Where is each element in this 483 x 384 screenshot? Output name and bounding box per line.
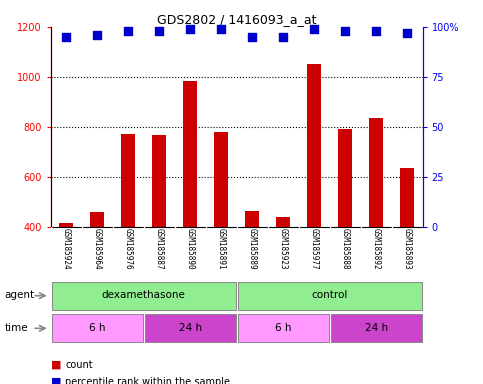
Title: GDS2802 / 1416093_a_at: GDS2802 / 1416093_a_at bbox=[157, 13, 316, 26]
Text: percentile rank within the sample: percentile rank within the sample bbox=[65, 377, 230, 384]
Text: 6 h: 6 h bbox=[275, 323, 291, 333]
Point bbox=[186, 26, 194, 32]
Bar bbox=[152, 136, 166, 227]
Bar bbox=[59, 223, 73, 227]
Bar bbox=[183, 81, 197, 227]
Bar bbox=[52, 282, 236, 310]
Text: GSM185890: GSM185890 bbox=[185, 228, 195, 270]
Bar bbox=[238, 282, 422, 310]
Point bbox=[310, 26, 318, 32]
Point bbox=[156, 28, 163, 34]
Text: dexamethasone: dexamethasone bbox=[102, 290, 185, 300]
Text: GSM185892: GSM185892 bbox=[371, 228, 381, 270]
Text: time: time bbox=[5, 323, 28, 333]
Bar bbox=[90, 212, 104, 227]
Bar bbox=[276, 217, 290, 227]
Point bbox=[248, 34, 256, 40]
Bar bbox=[330, 314, 422, 342]
Point bbox=[93, 32, 101, 38]
Bar bbox=[245, 211, 259, 227]
Point bbox=[124, 28, 132, 34]
Bar bbox=[52, 314, 143, 342]
Point bbox=[279, 34, 287, 40]
Text: 6 h: 6 h bbox=[89, 323, 105, 333]
Text: ■: ■ bbox=[51, 360, 61, 370]
Text: agent: agent bbox=[5, 290, 35, 300]
Text: 24 h: 24 h bbox=[365, 323, 388, 333]
Text: GSM185888: GSM185888 bbox=[341, 228, 350, 270]
Bar bbox=[400, 168, 414, 227]
Text: GSM185923: GSM185923 bbox=[279, 228, 288, 270]
Bar bbox=[307, 64, 321, 227]
Point bbox=[372, 28, 380, 34]
Text: count: count bbox=[65, 360, 93, 370]
Bar bbox=[238, 314, 329, 342]
Text: ■: ■ bbox=[51, 377, 61, 384]
Bar bbox=[369, 118, 383, 227]
Text: GSM185964: GSM185964 bbox=[93, 228, 102, 270]
Point bbox=[217, 26, 225, 32]
Text: 24 h: 24 h bbox=[179, 323, 202, 333]
Text: GSM185924: GSM185924 bbox=[62, 228, 71, 270]
Text: GSM185887: GSM185887 bbox=[155, 228, 164, 270]
Bar bbox=[121, 134, 135, 227]
Text: GSM185977: GSM185977 bbox=[310, 228, 319, 270]
Text: GSM185893: GSM185893 bbox=[403, 228, 412, 270]
Point bbox=[403, 30, 411, 36]
Bar bbox=[338, 129, 352, 227]
Point bbox=[341, 28, 349, 34]
Text: GSM185891: GSM185891 bbox=[217, 228, 226, 270]
Text: control: control bbox=[312, 290, 348, 300]
Bar bbox=[144, 314, 236, 342]
Text: GSM185976: GSM185976 bbox=[124, 228, 133, 270]
Point bbox=[62, 34, 70, 40]
Text: GSM185889: GSM185889 bbox=[248, 228, 256, 270]
Bar bbox=[214, 132, 228, 227]
